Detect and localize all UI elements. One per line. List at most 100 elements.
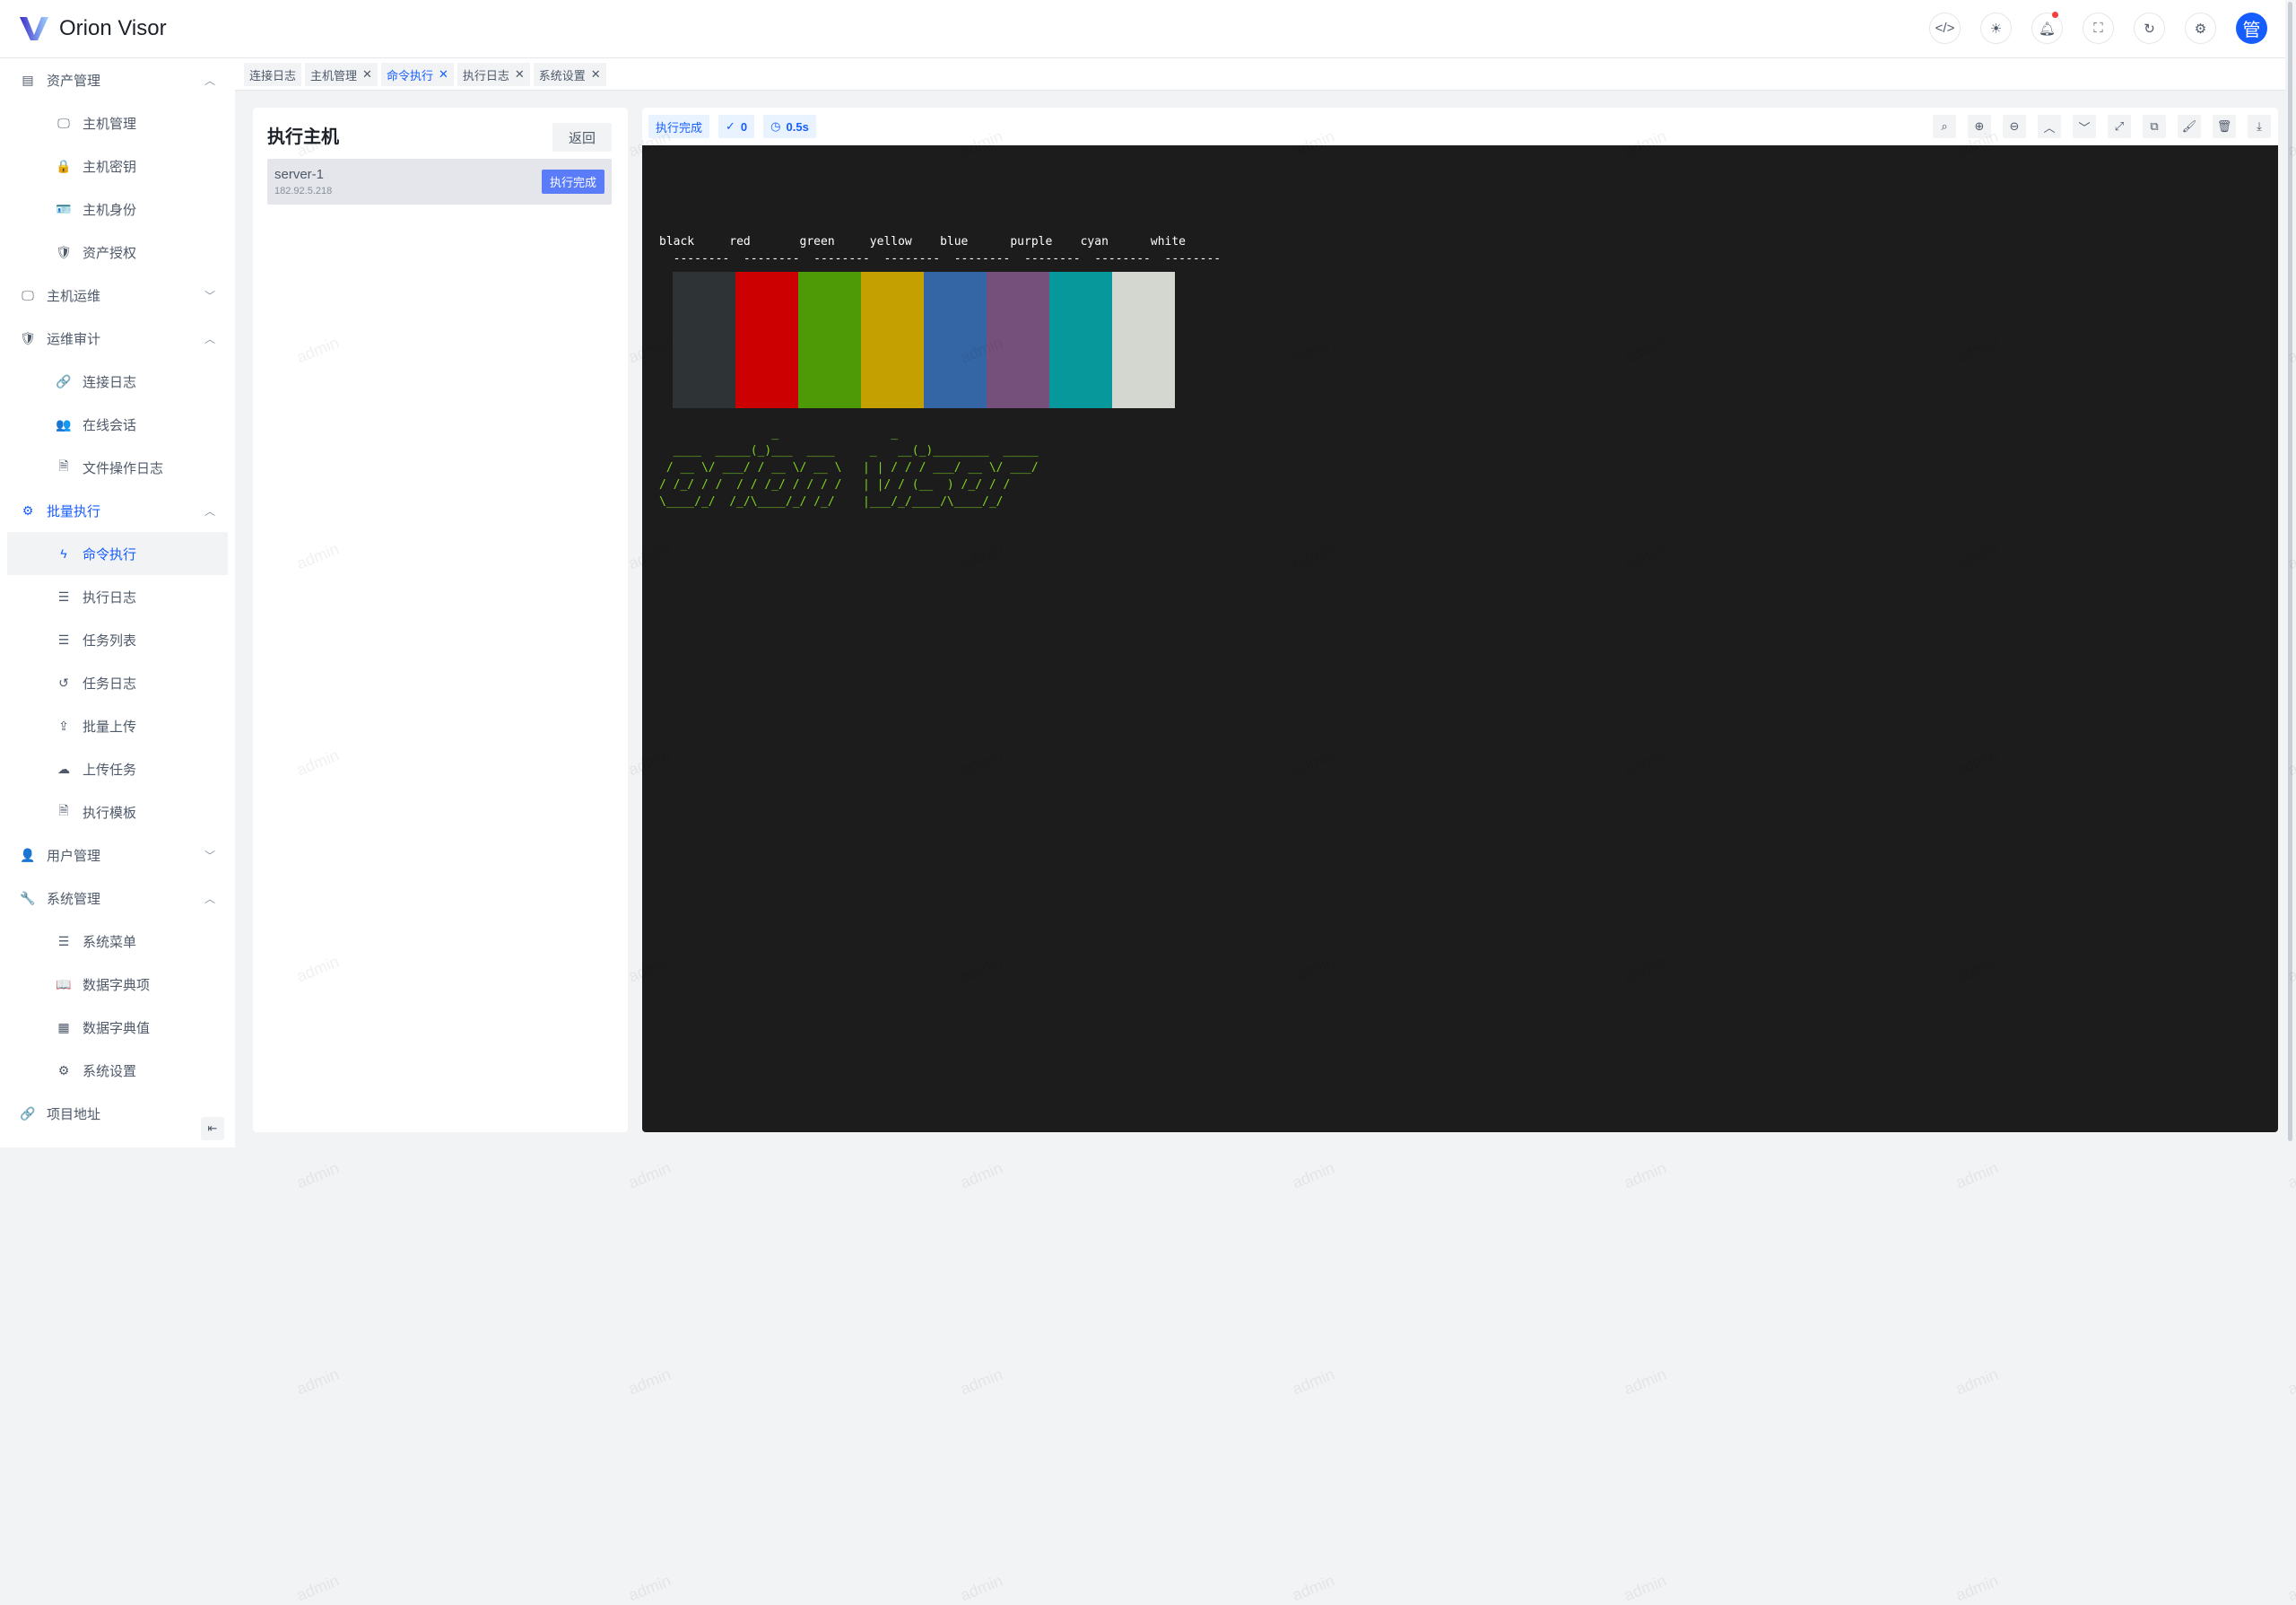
- search-icon[interactable]: ⌕: [1933, 115, 1956, 138]
- bell-icon[interactable]: 🔔︎: [2031, 12, 2063, 44]
- expand-icon[interactable]: ⤢: [2108, 115, 2131, 138]
- sidebar-icon: ⚙: [57, 1062, 70, 1077]
- sidebar-item-label: 系统设置: [83, 1063, 137, 1079]
- back-button[interactable]: 返回: [552, 123, 612, 152]
- avatar[interactable]: 管: [2236, 13, 2267, 44]
- sidebar-item-label: 用户管理: [47, 848, 101, 864]
- sidebar-item-label: 主机身份: [83, 202, 137, 218]
- exit-code-badge: ✓ 0: [718, 115, 755, 138]
- sidebar-icon: ☁: [57, 761, 70, 776]
- watermark: admin: [2284, 1158, 2296, 1192]
- collapse-sidebar-button[interactable]: ⇤: [201, 1117, 224, 1140]
- chevron-up-icon[interactable]: ︿: [2038, 115, 2061, 138]
- exec-output-panel: 执行完成 ✓ 0 ◷ 0.5s ⌕ ⊕ ⊖ ︿ ﹀ ⤢ ⧉ 🖌︎ 🗑︎ ⤓ black red gre…: [642, 108, 2278, 1132]
- tab[interactable]: 命令执行 ✕: [380, 63, 454, 86]
- sidebar-item[interactable]: 🛡 资产授权: [7, 231, 228, 274]
- sidebar-item[interactable]: 🔗 项目地址: [0, 1092, 235, 1135]
- paint-icon[interactable]: 🖌︎: [2178, 115, 2201, 138]
- refresh-icon[interactable]: ↻: [2134, 13, 2165, 44]
- sidebar-item[interactable]: ☰ 执行日志: [7, 575, 228, 618]
- app-title: Orion Visor: [59, 16, 167, 40]
- sidebar-item[interactable]: 🗎 文件操作日志: [7, 446, 228, 489]
- sidebar-icon: 👥: [56, 416, 72, 432]
- chevron-up-icon: ︿: [204, 504, 215, 518]
- sidebar-item[interactable]: ⚙ 系统设置: [7, 1049, 228, 1092]
- chevron-down-icon[interactable]: ﹀: [2073, 115, 2096, 138]
- sidebar-item-label: 连接日志: [83, 374, 137, 390]
- sidebar-icon: 👤: [20, 847, 36, 862]
- sidebar-item-label: 数据字典值: [83, 1020, 151, 1036]
- color-block: [924, 272, 987, 408]
- sidebar-icon: 🖵: [22, 287, 34, 302]
- sidebar-icon: ⚙: [22, 502, 34, 518]
- sidebar-item[interactable]: ☰ 任务列表: [7, 618, 228, 661]
- close-icon[interactable]: ✕: [438, 67, 448, 81]
- close-icon[interactable]: ✕: [590, 67, 601, 81]
- sidebar-item[interactable]: ⚙ 批量执行 ︿: [0, 489, 235, 532]
- zoom-out-icon[interactable]: ⊖: [2003, 115, 2026, 138]
- sidebar-item[interactable]: 🔧 系统管理 ︿: [0, 877, 235, 920]
- chevron-up-icon: ︿: [204, 332, 215, 345]
- scrollbar-thumb[interactable]: [2288, 2, 2292, 1141]
- sidebar-item[interactable]: 🖵 主机管理: [7, 101, 228, 144]
- exit-code: 0: [740, 119, 748, 134]
- sidebar-item[interactable]: ↺ 任务日志: [7, 661, 228, 704]
- sidebar-icon: 🛡: [56, 244, 72, 259]
- color-block: [735, 272, 798, 408]
- sidebar-item[interactable]: ☁ 上传任务: [7, 747, 228, 790]
- download-icon[interactable]: ⤓: [2248, 115, 2271, 138]
- duration: 0.5s: [786, 119, 809, 134]
- page-scrollbar[interactable]: [2285, 0, 2296, 1147]
- chevron-down-icon: ﹀: [204, 849, 215, 862]
- watermark: admin: [293, 1365, 342, 1399]
- copy-icon[interactable]: ⧉: [2143, 115, 2166, 138]
- sidebar-item-label: 系统管理: [47, 891, 101, 907]
- sidebar-item[interactable]: ▤ 资产管理 ︿: [0, 58, 235, 101]
- color-block: [673, 272, 735, 408]
- host-status-badge: 执行完成: [541, 170, 604, 194]
- exec-host-panel: 执行主机 返回 server-1 182.92.5.218 执行完成: [253, 108, 628, 1132]
- tab[interactable]: 连接日志: [244, 63, 302, 86]
- close-icon[interactable]: ✕: [362, 67, 372, 81]
- logo[interactable]: Orion Visor: [18, 15, 167, 42]
- sidebar-icon: 🔧: [20, 890, 36, 905]
- sidebar-item[interactable]: 👥 在线会话: [7, 403, 228, 446]
- color-block: [861, 272, 924, 408]
- sidebar-item[interactable]: 📖 数据字典项: [7, 963, 228, 1006]
- tab-label: 命令执行: [386, 68, 433, 83]
- color-block: [987, 272, 1049, 408]
- sidebar-item[interactable]: ⇪ 批量上传: [7, 704, 228, 747]
- gear-icon[interactable]: ⚙: [2185, 13, 2216, 44]
- fullscreen-icon[interactable]: ⛶: [2083, 13, 2114, 44]
- zoom-in-icon[interactable]: ⊕: [1968, 115, 1991, 138]
- sidebar-item[interactable]: 🖵 主机运维 ﹀: [0, 274, 235, 317]
- theme-icon[interactable]: ☀: [1980, 13, 2012, 44]
- terminal-output[interactable]: black red green yellow blue purple cyan …: [642, 145, 2278, 1132]
- sidebar-item[interactable]: 🔒 主机密钥: [7, 144, 228, 188]
- tab[interactable]: 主机管理 ✕: [305, 63, 378, 86]
- sidebar-item[interactable]: 👤 用户管理 ﹀: [0, 833, 235, 877]
- status-text: 执行完成: [656, 120, 703, 135]
- clock-icon: ◷: [770, 119, 781, 133]
- sidebar-item[interactable]: ☰ 系统菜单: [7, 920, 228, 963]
- tab[interactable]: 系统设置 ✕: [533, 63, 606, 86]
- sidebar-item[interactable]: ▦ 数据字典值: [7, 1006, 228, 1049]
- watermark: admin: [2284, 1365, 2296, 1399]
- watermark: admin: [2284, 1571, 2296, 1605]
- chevron-down-icon: ﹀: [204, 289, 215, 302]
- sidebar-item[interactable]: 🔗 连接日志: [7, 360, 228, 403]
- sidebar-item-label: 项目地址: [47, 1106, 101, 1122]
- tab[interactable]: 执行日志 ✕: [457, 63, 530, 86]
- trash-icon[interactable]: 🗑︎: [2213, 115, 2236, 138]
- sidebar-item-label: 主机运维: [47, 288, 101, 304]
- sidebar-item-label: 批量上传: [83, 719, 137, 735]
- code-icon[interactable]: </>: [1929, 13, 1961, 44]
- sidebar-item-label: 主机密钥: [83, 159, 137, 175]
- close-icon[interactable]: ✕: [514, 67, 525, 81]
- sidebar-item[interactable]: 🪪 主机身份: [7, 188, 228, 231]
- watermark: admin: [1289, 1365, 1337, 1399]
- sidebar-item[interactable]: 🛡 运维审计 ︿: [0, 317, 235, 360]
- host-item[interactable]: server-1 182.92.5.218 执行完成: [267, 159, 612, 205]
- sidebar-item[interactable]: ϟ 命令执行: [7, 532, 228, 575]
- sidebar-item[interactable]: 🗎 执行模板: [7, 790, 228, 833]
